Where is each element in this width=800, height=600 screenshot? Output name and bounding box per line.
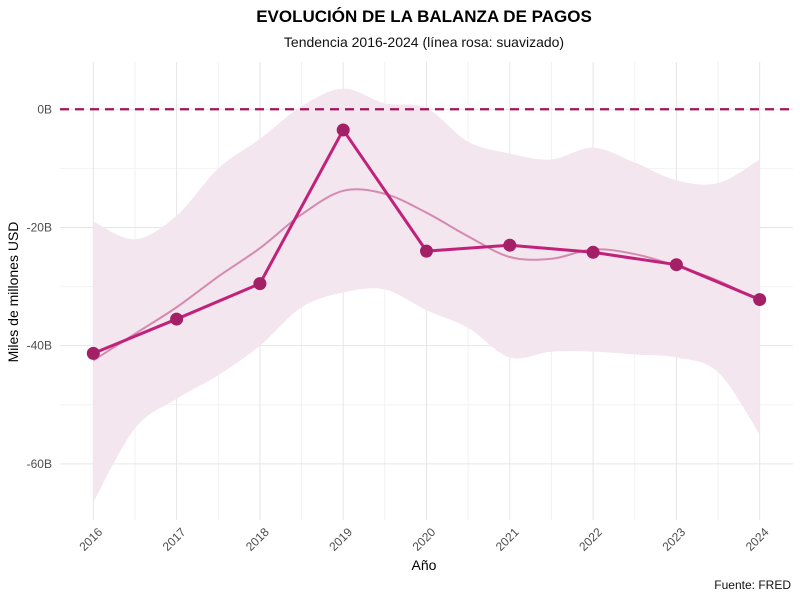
- x-tick-label: 2016: [76, 525, 105, 554]
- data-points: [86, 123, 767, 360]
- data-point: [753, 293, 767, 307]
- x-tick-label: 2019: [326, 525, 355, 554]
- y-tick-labels: 0B -20B -40B -60B: [27, 102, 52, 471]
- x-tick-label: 2021: [493, 525, 522, 554]
- data-point: [586, 245, 600, 259]
- chart-title: EVOLUCIÓN DE LA BALANZA DE PAGOS: [256, 7, 592, 26]
- smoothed-trend-line: [92, 188, 761, 362]
- x-tick-label: 2020: [410, 525, 439, 554]
- x-tick-label: 2018: [243, 525, 272, 554]
- chart-caption: Fuente: FRED: [714, 578, 791, 592]
- x-tick-label: 2024: [743, 525, 772, 554]
- data-point: [420, 244, 433, 258]
- data-point: [503, 238, 517, 252]
- y-tick-label: -60B: [27, 457, 52, 471]
- data-point: [86, 346, 100, 360]
- y-tick-label: -20B: [27, 220, 52, 234]
- x-tick-label: 2023: [660, 525, 689, 554]
- data-point: [170, 312, 184, 326]
- y-tick-label: -40B: [27, 339, 52, 353]
- confidence-band: [93, 88, 760, 503]
- x-tick-label: 2017: [160, 525, 189, 554]
- x-axis-label: Año: [412, 557, 437, 573]
- chart-subtitle: Tendencia 2016-2024 (línea rosa: suaviza…: [283, 34, 565, 50]
- y-tick-label: 0B: [37, 102, 52, 116]
- data-point: [336, 123, 350, 137]
- data-point: [253, 277, 267, 291]
- x-tick-label: 2022: [576, 525, 605, 554]
- x-tick-labels: 2016 2017 2018 2019 2020 2021 2022 2023 2024: [76, 525, 771, 554]
- data-point: [669, 258, 683, 272]
- y-axis-label: Miles de millones USD: [5, 222, 21, 363]
